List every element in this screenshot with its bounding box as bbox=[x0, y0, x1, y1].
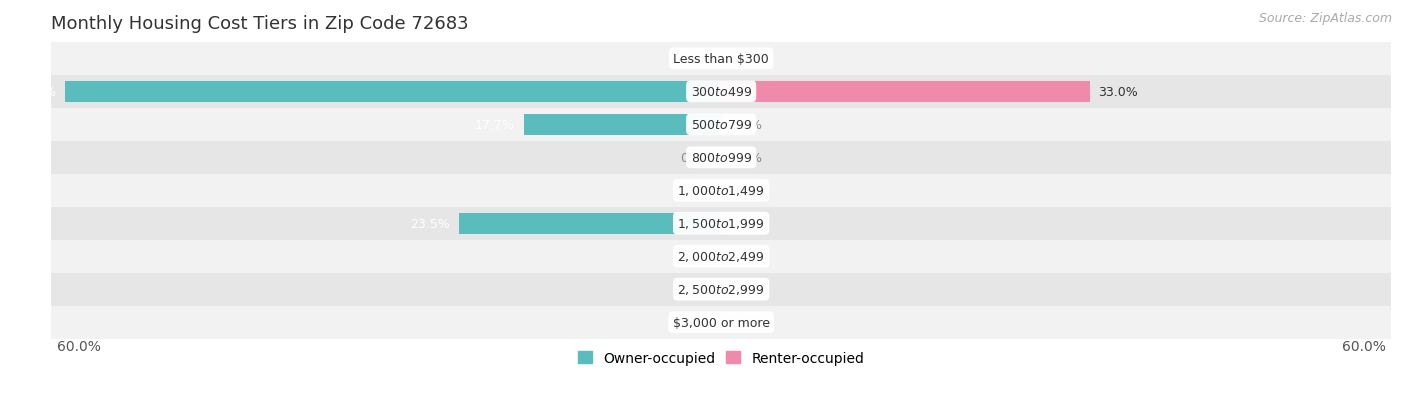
Text: 60.0%: 60.0% bbox=[58, 339, 101, 354]
Legend: Owner-occupied, Renter-occupied: Owner-occupied, Renter-occupied bbox=[572, 345, 870, 370]
Text: 0.0%: 0.0% bbox=[681, 250, 713, 263]
Bar bbox=[52, 142, 1391, 174]
Text: 0.0%: 0.0% bbox=[730, 53, 762, 66]
Text: 23.5%: 23.5% bbox=[411, 217, 450, 230]
Text: $500 to $799: $500 to $799 bbox=[690, 119, 752, 131]
Text: 0.0%: 0.0% bbox=[730, 250, 762, 263]
Text: 60.0%: 60.0% bbox=[1341, 339, 1385, 354]
Text: 0.0%: 0.0% bbox=[681, 316, 713, 329]
Bar bbox=[52, 76, 1391, 109]
Text: $2,000 to $2,499: $2,000 to $2,499 bbox=[678, 249, 765, 263]
Text: 0.0%: 0.0% bbox=[730, 119, 762, 131]
Text: 0.0%: 0.0% bbox=[730, 283, 762, 296]
Text: 0.0%: 0.0% bbox=[730, 316, 762, 329]
Bar bbox=[52, 306, 1391, 339]
Text: 17.7%: 17.7% bbox=[475, 119, 515, 131]
Text: 58.8%: 58.8% bbox=[15, 85, 56, 99]
Text: $1,000 to $1,499: $1,000 to $1,499 bbox=[678, 184, 765, 198]
Text: $800 to $999: $800 to $999 bbox=[690, 152, 752, 164]
Text: $2,500 to $2,999: $2,500 to $2,999 bbox=[678, 282, 765, 297]
Text: 0.0%: 0.0% bbox=[681, 53, 713, 66]
Text: 0.0%: 0.0% bbox=[730, 152, 762, 164]
Bar bbox=[52, 174, 1391, 207]
Text: 0.0%: 0.0% bbox=[681, 184, 713, 197]
Bar bbox=[52, 109, 1391, 142]
Text: 0.0%: 0.0% bbox=[730, 184, 762, 197]
Text: $300 to $499: $300 to $499 bbox=[690, 85, 752, 99]
Text: Source: ZipAtlas.com: Source: ZipAtlas.com bbox=[1258, 12, 1392, 25]
Bar bbox=[458, 213, 721, 235]
Text: 0.0%: 0.0% bbox=[681, 152, 713, 164]
Text: $1,500 to $1,999: $1,500 to $1,999 bbox=[678, 217, 765, 231]
Text: 0.0%: 0.0% bbox=[681, 283, 713, 296]
Text: $3,000 or more: $3,000 or more bbox=[672, 316, 769, 329]
Bar bbox=[721, 81, 1090, 103]
Text: Less than $300: Less than $300 bbox=[673, 53, 769, 66]
Bar bbox=[523, 114, 721, 136]
Bar bbox=[52, 273, 1391, 306]
Bar bbox=[65, 81, 721, 103]
Bar bbox=[52, 43, 1391, 76]
Text: 0.0%: 0.0% bbox=[730, 217, 762, 230]
Text: 33.0%: 33.0% bbox=[1098, 85, 1139, 99]
Bar bbox=[52, 240, 1391, 273]
Bar bbox=[52, 207, 1391, 240]
Text: Monthly Housing Cost Tiers in Zip Code 72683: Monthly Housing Cost Tiers in Zip Code 7… bbox=[52, 15, 470, 33]
